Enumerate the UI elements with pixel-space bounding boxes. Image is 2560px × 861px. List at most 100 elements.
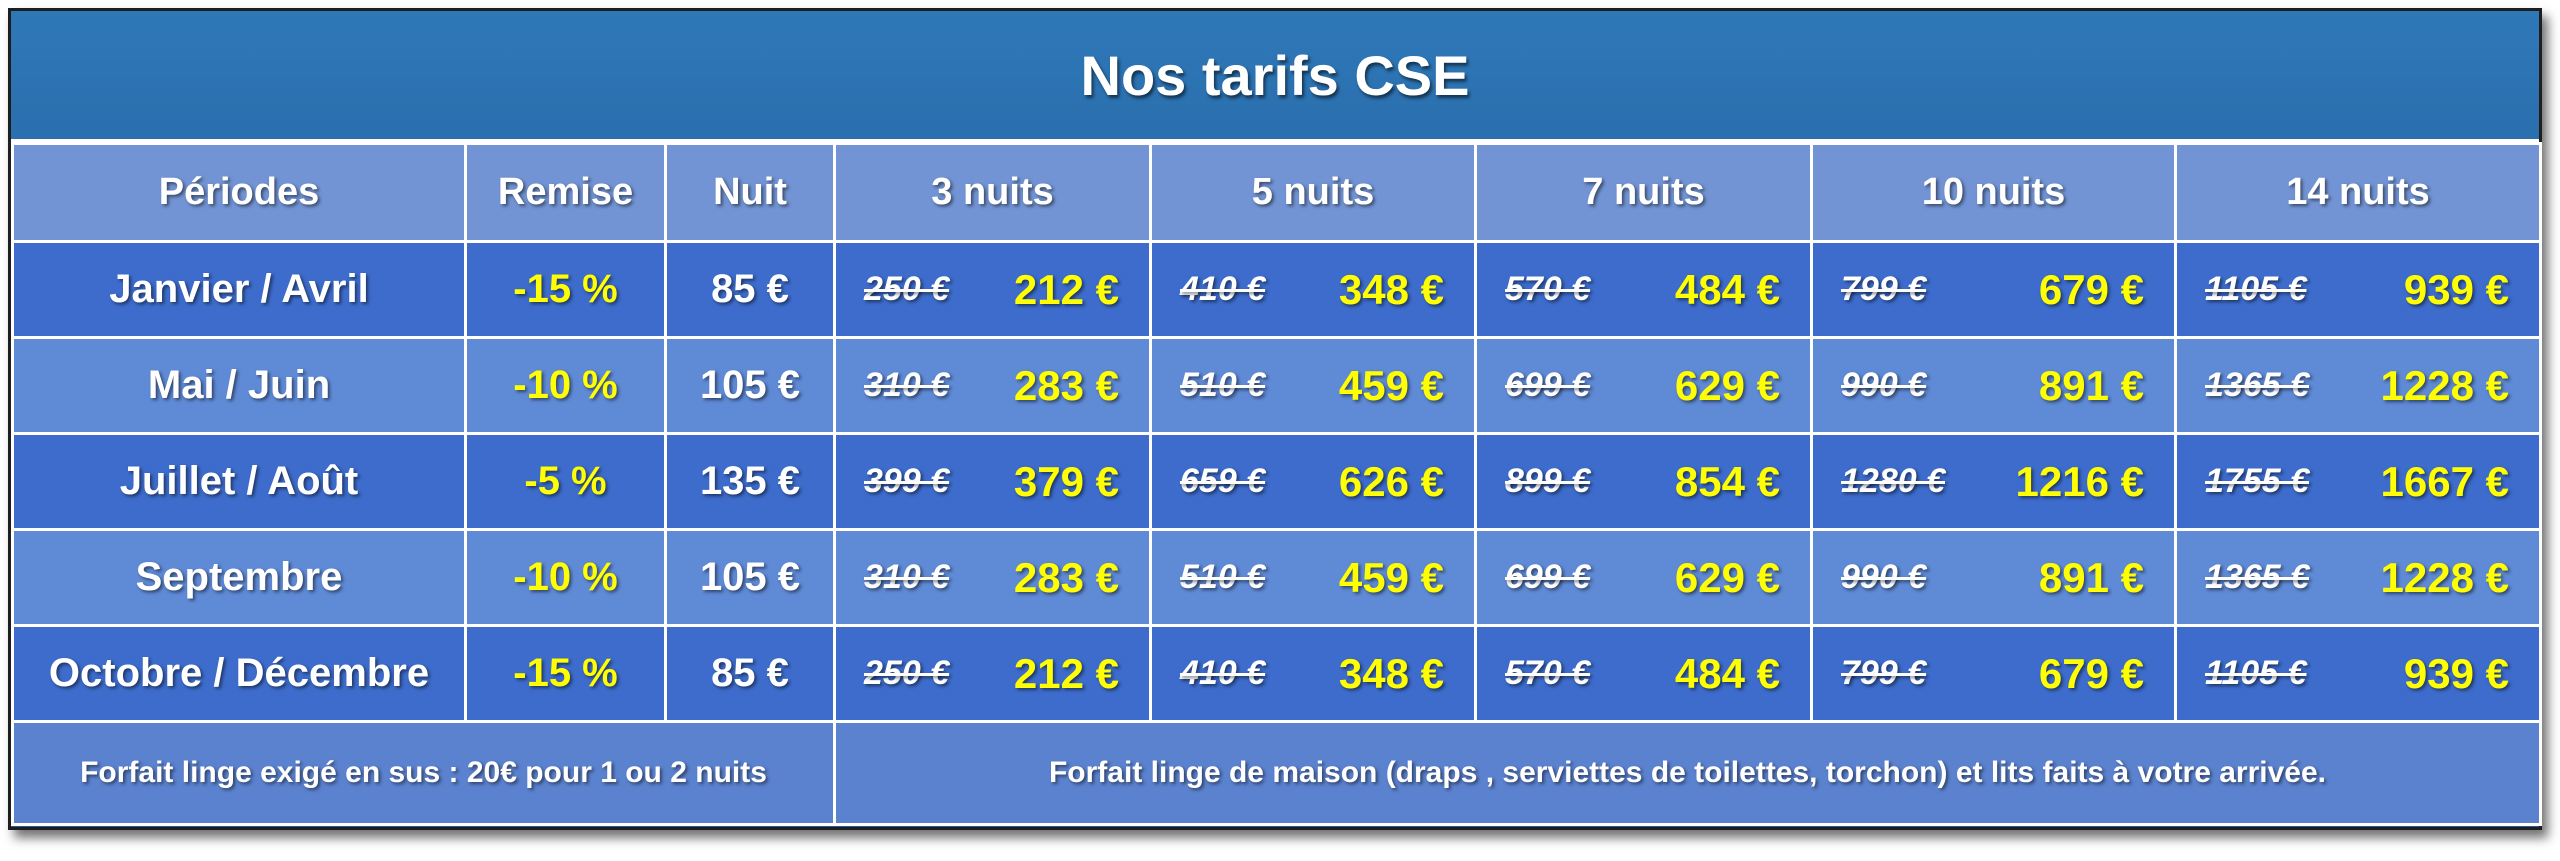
price-pair: 699 € 629 € bbox=[1477, 362, 1810, 410]
price-pair: 1755 € 1667 € bbox=[2177, 458, 2539, 506]
price-cell: 510 € 459 € bbox=[1149, 336, 1477, 435]
old-price: 250 € bbox=[864, 654, 950, 692]
header-nuit: Nuit bbox=[664, 142, 836, 243]
price-pair: 799 € 679 € bbox=[1813, 266, 2174, 314]
price-cell: 1105 € 939 € bbox=[2174, 240, 2542, 339]
old-price: 1105 € bbox=[2205, 654, 2307, 692]
price-pair: 1365 € 1228 € bbox=[2177, 554, 2539, 602]
price-pair: 410 € 348 € bbox=[1152, 650, 1474, 698]
header-3-nuits: 3 nuits bbox=[833, 142, 1152, 243]
discounted-price: 1228 € bbox=[2380, 553, 2509, 601]
old-price: 1365 € bbox=[2205, 558, 2309, 596]
header-10-nuits: 10 nuits bbox=[1810, 142, 2177, 243]
periode-cell: Mai / Juin bbox=[11, 336, 467, 435]
old-price: 250 € bbox=[864, 270, 950, 308]
old-price: 1755 € bbox=[2205, 462, 2309, 500]
price-cell: 1755 € 1667 € bbox=[2174, 432, 2542, 531]
price-pair: 1280 € 1216 € bbox=[1813, 458, 2174, 506]
price-pair: 1365 € 1228 € bbox=[2177, 362, 2539, 410]
old-price: 1280 € bbox=[1841, 462, 1945, 500]
price-pair: 510 € 459 € bbox=[1152, 554, 1474, 602]
price-pair: 310 € 283 € bbox=[836, 362, 1149, 410]
price-pair: 1105 € 939 € bbox=[2177, 650, 2539, 698]
price-cell: 410 € 348 € bbox=[1149, 240, 1477, 339]
old-price: 410 € bbox=[1180, 270, 1266, 308]
price-cell: 510 € 459 € bbox=[1149, 528, 1477, 627]
discounted-price: 348 € bbox=[1338, 265, 1444, 313]
price-pair: 570 € 484 € bbox=[1477, 266, 1810, 314]
price-cell: 990 € 891 € bbox=[1810, 528, 2177, 627]
old-price: 990 € bbox=[1841, 366, 1927, 404]
discounted-price: 891 € bbox=[2038, 361, 2144, 409]
footer-note-left: Forfait linge exigé en sus : 20€ pour 1 … bbox=[11, 720, 836, 826]
discounted-price: 626 € bbox=[1338, 457, 1444, 505]
nuit-cell: 135 € bbox=[664, 432, 836, 531]
price-cell: 250 € 212 € bbox=[833, 240, 1152, 339]
price-cell: 410 € 348 € bbox=[1149, 624, 1477, 723]
table-row: Juillet / Août -5 % 135 € 399 € 379 € 659 € 62… bbox=[11, 432, 2542, 531]
nuit-cell: 85 € bbox=[664, 240, 836, 339]
price-cell: 250 € 212 € bbox=[833, 624, 1152, 723]
old-price: 310 € bbox=[864, 558, 950, 596]
remise-cell: -10 % bbox=[464, 336, 667, 435]
periode-cell: Septembre bbox=[11, 528, 467, 627]
price-cell: 799 € 679 € bbox=[1810, 624, 2177, 723]
periode-cell: Janvier / Avril bbox=[11, 240, 467, 339]
price-cell: 899 € 854 € bbox=[1474, 432, 1813, 531]
discounted-price: 379 € bbox=[1013, 457, 1119, 505]
price-pair: 659 € 626 € bbox=[1152, 458, 1474, 506]
old-price: 510 € bbox=[1180, 366, 1266, 404]
price-cell: 570 € 484 € bbox=[1474, 624, 1813, 723]
price-pair: 799 € 679 € bbox=[1813, 650, 2174, 698]
header-14-nuits: 14 nuits bbox=[2174, 142, 2542, 243]
table-row: Mai / Juin -10 % 105 € 310 € 283 € 510 € 459 €… bbox=[11, 336, 2542, 435]
header-periodes: Périodes bbox=[11, 142, 467, 243]
discounted-price: 484 € bbox=[1674, 649, 1780, 697]
nuit-cell: 105 € bbox=[664, 336, 836, 435]
price-cell: 399 € 379 € bbox=[833, 432, 1152, 531]
header-remise: Remise bbox=[464, 142, 667, 243]
price-pair: 410 € 348 € bbox=[1152, 266, 1474, 314]
remise-cell: -15 % bbox=[464, 624, 667, 723]
price-pair: 250 € 212 € bbox=[836, 266, 1149, 314]
discounted-price: 283 € bbox=[1013, 553, 1119, 601]
discounted-price: 629 € bbox=[1674, 361, 1780, 409]
old-price: 990 € bbox=[1841, 558, 1927, 596]
price-pair: 990 € 891 € bbox=[1813, 554, 2174, 602]
title-bar: Nos tarifs CSE bbox=[11, 11, 2539, 142]
old-price: 899 € bbox=[1505, 462, 1591, 500]
price-cell: 799 € 679 € bbox=[1810, 240, 2177, 339]
old-price: 510 € bbox=[1180, 558, 1266, 596]
price-cell: 310 € 283 € bbox=[833, 336, 1152, 435]
price-cell: 1365 € 1228 € bbox=[2174, 336, 2542, 435]
price-cell: 1280 € 1216 € bbox=[1810, 432, 2177, 531]
price-pair: 570 € 484 € bbox=[1477, 650, 1810, 698]
tarifs-table: Périodes Remise Nuit 3 nuits 5 nuits 7 n… bbox=[11, 142, 2542, 826]
old-price: 699 € bbox=[1505, 366, 1591, 404]
discounted-price: 1228 € bbox=[2380, 361, 2509, 409]
old-price: 659 € bbox=[1180, 462, 1266, 500]
footer-row: Forfait linge exigé en sus : 20€ pour 1 … bbox=[11, 720, 2542, 826]
discounted-price: 679 € bbox=[2038, 265, 2144, 313]
header-5-nuits: 5 nuits bbox=[1149, 142, 1477, 243]
table-row: Septembre -10 % 105 € 310 € 283 € 510 € 459 € 6… bbox=[11, 528, 2542, 627]
old-price: 799 € bbox=[1841, 270, 1927, 308]
discounted-price: 629 € bbox=[1674, 553, 1780, 601]
table-row: Janvier / Avril -15 % 85 € 250 € 212 € 410 € 3… bbox=[11, 240, 2542, 339]
discounted-price: 939 € bbox=[2403, 649, 2509, 697]
tarifs-panel: Nos tarifs CSE Périodes Remise Nuit 3 nu… bbox=[8, 8, 2542, 830]
discounted-price: 212 € bbox=[1013, 649, 1119, 697]
header-row: Périodes Remise Nuit 3 nuits 5 nuits 7 n… bbox=[11, 142, 2542, 243]
discounted-price: 459 € bbox=[1338, 553, 1444, 601]
price-pair: 990 € 891 € bbox=[1813, 362, 2174, 410]
price-pair: 1105 € 939 € bbox=[2177, 266, 2539, 314]
price-cell: 570 € 484 € bbox=[1474, 240, 1813, 339]
price-cell: 1105 € 939 € bbox=[2174, 624, 2542, 723]
discounted-price: 484 € bbox=[1674, 265, 1780, 313]
discounted-price: 459 € bbox=[1338, 361, 1444, 409]
price-pair: 399 € 379 € bbox=[836, 458, 1149, 506]
old-price: 410 € bbox=[1180, 654, 1266, 692]
discounted-price: 1667 € bbox=[2380, 457, 2509, 505]
remise-cell: -5 % bbox=[464, 432, 667, 531]
nuit-cell: 105 € bbox=[664, 528, 836, 627]
